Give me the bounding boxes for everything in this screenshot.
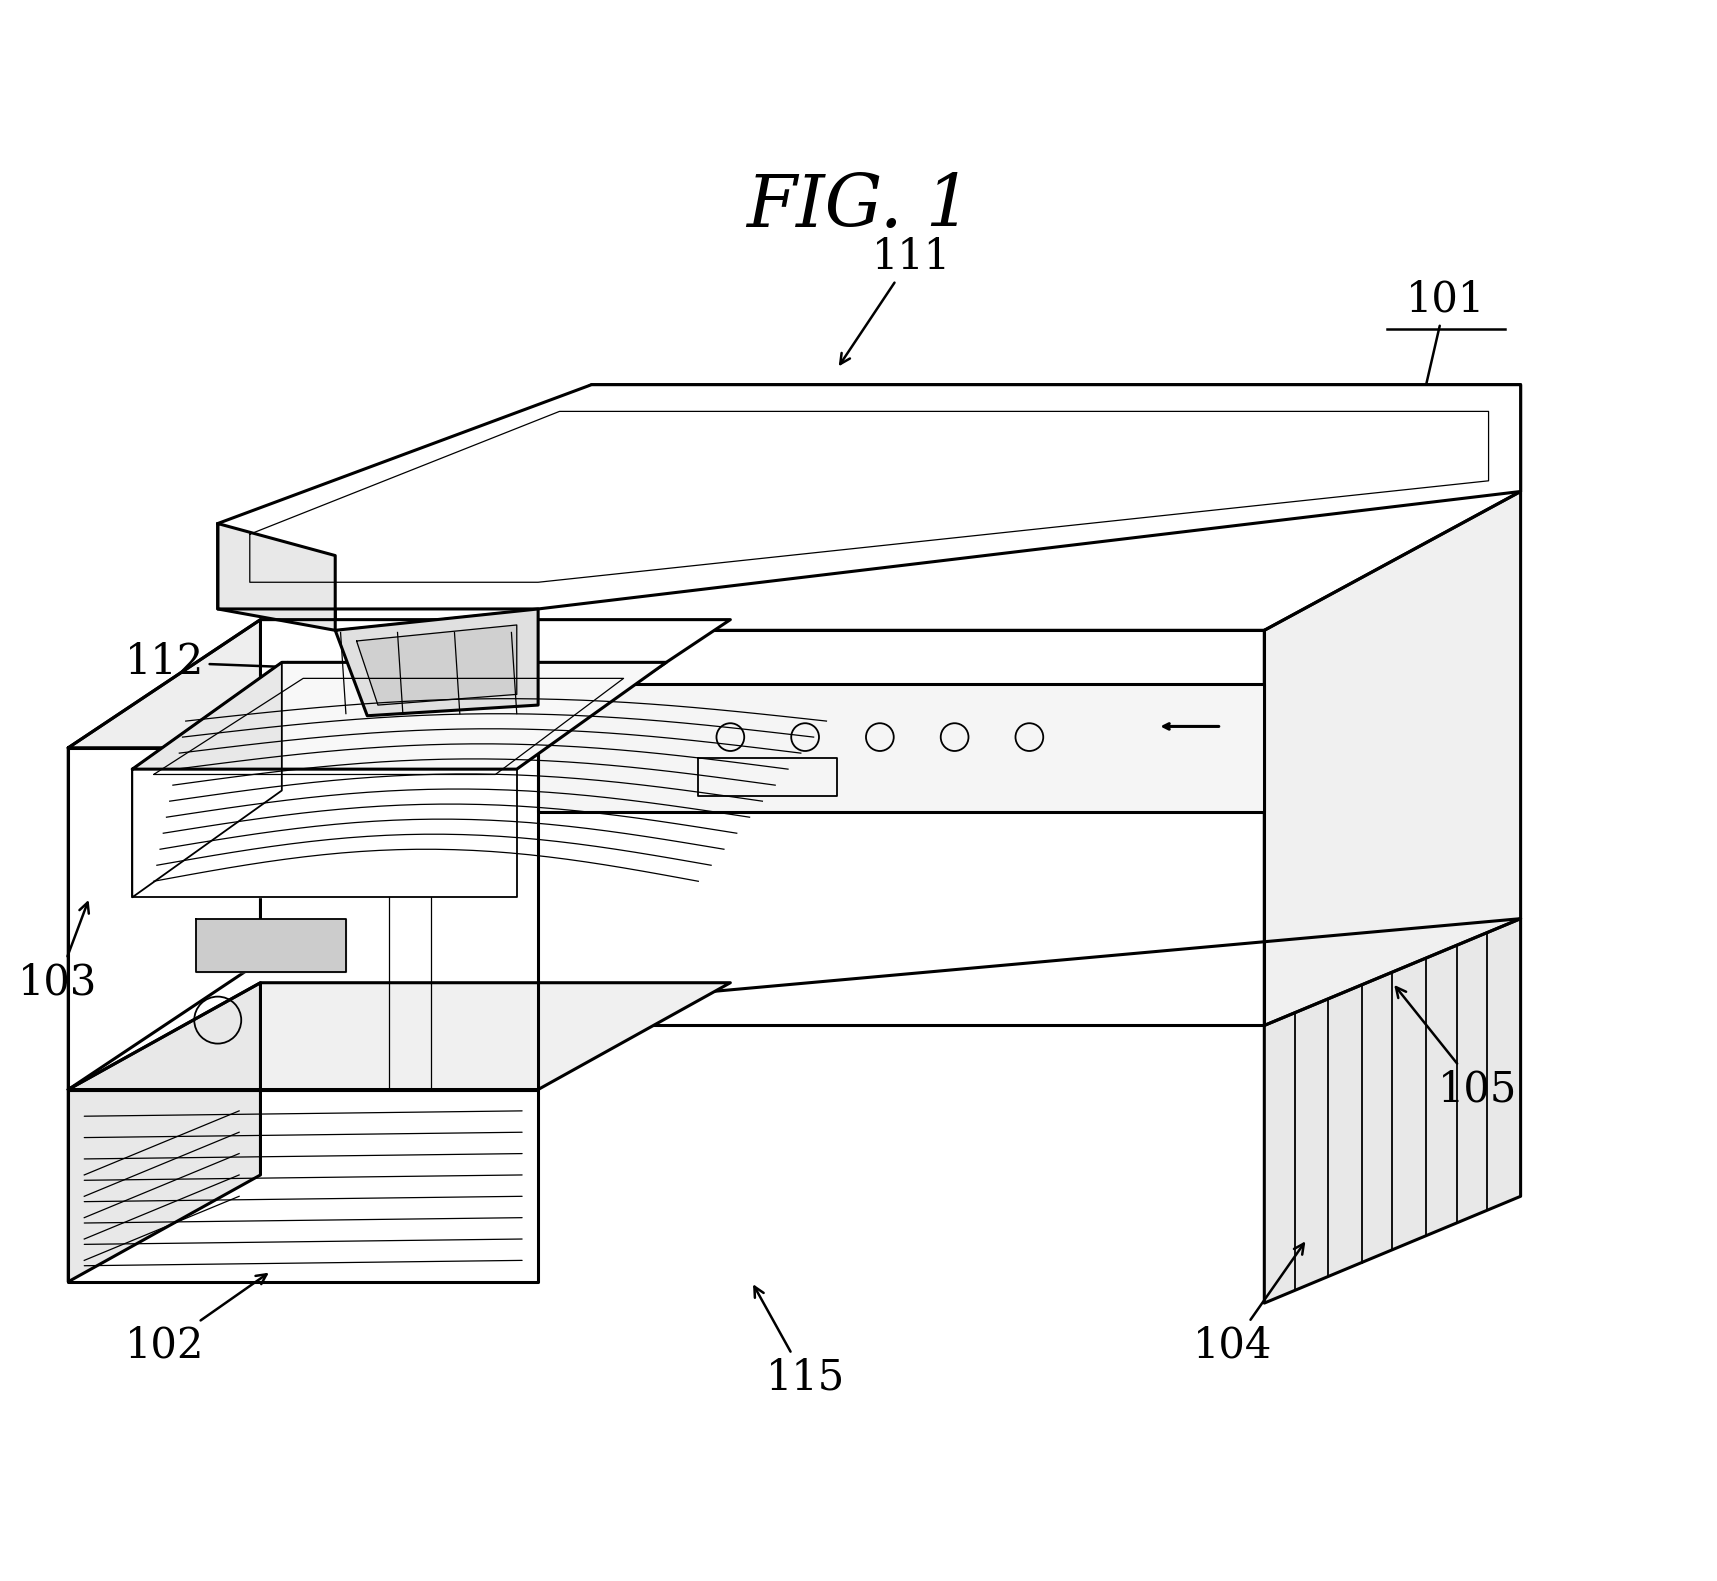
- Text: 115: 115: [754, 1287, 845, 1399]
- Polygon shape: [537, 683, 1264, 813]
- Polygon shape: [132, 768, 517, 898]
- Polygon shape: [1264, 492, 1521, 1026]
- Polygon shape: [69, 748, 537, 1089]
- Polygon shape: [1264, 919, 1521, 1303]
- Text: 104: 104: [1193, 1244, 1303, 1368]
- Polygon shape: [69, 620, 261, 1089]
- Polygon shape: [335, 609, 537, 683]
- Text: 105: 105: [1396, 987, 1518, 1110]
- Text: 103: 103: [17, 903, 98, 1004]
- Polygon shape: [218, 384, 1521, 609]
- Polygon shape: [69, 983, 730, 1089]
- Polygon shape: [357, 624, 517, 705]
- Text: 101: 101: [1406, 278, 1485, 433]
- Text: 112: 112: [125, 642, 297, 683]
- Polygon shape: [69, 620, 730, 748]
- Polygon shape: [132, 662, 666, 768]
- Polygon shape: [196, 919, 345, 972]
- Polygon shape: [218, 523, 335, 631]
- Polygon shape: [69, 983, 261, 1282]
- Polygon shape: [132, 662, 282, 898]
- Polygon shape: [335, 384, 1521, 631]
- Text: 111: 111: [840, 236, 951, 364]
- Polygon shape: [335, 609, 537, 716]
- Polygon shape: [69, 1089, 537, 1282]
- Polygon shape: [335, 631, 1264, 1026]
- Polygon shape: [699, 759, 838, 795]
- Text: 102: 102: [125, 1274, 266, 1368]
- Text: FIG. 1: FIG. 1: [745, 171, 972, 242]
